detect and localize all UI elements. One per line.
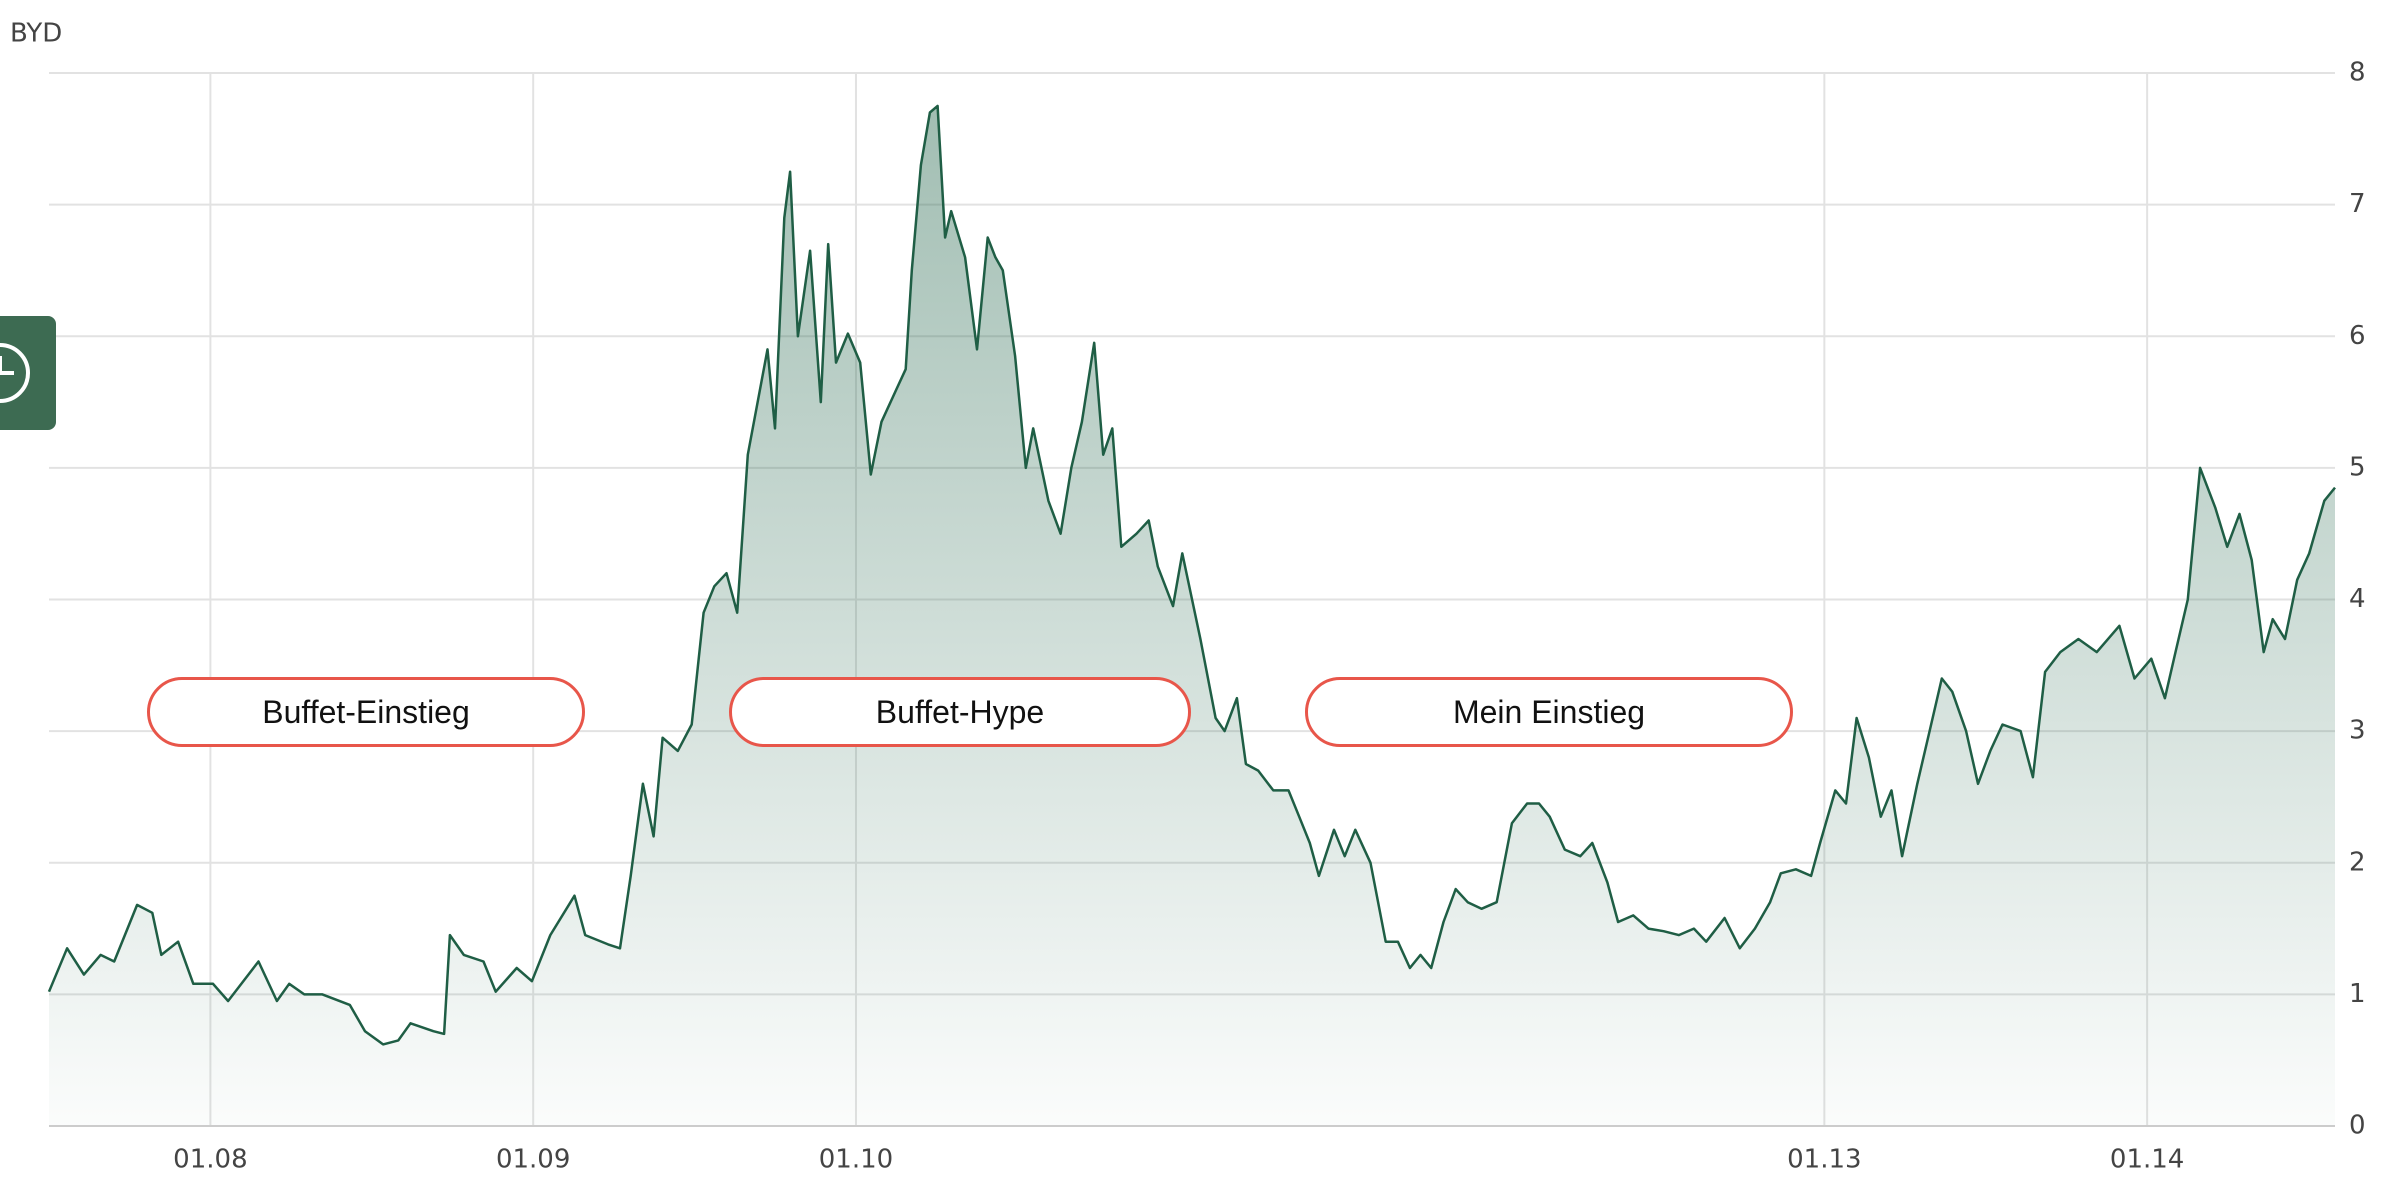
y-tick-label: 7 [2349,189,2366,219]
y-tick-label: 5 [2349,452,2366,482]
x-tick-label: 01.10 [819,1145,893,1175]
annotation: Buffet-Hype [729,677,1191,747]
y-tick-label: 8 [2349,58,2366,88]
history-tab[interactable] [0,316,56,430]
annotation: Mein Einstieg [1305,677,1793,747]
x-tick-label: 01.08 [173,1145,247,1175]
y-tick-label: 6 [2349,321,2366,351]
price-line [47,104,2336,1046]
y-tick-label: 4 [2349,584,2366,614]
y-tick-label: 3 [2349,716,2366,746]
x-tick-label: 01.13 [1787,1145,1861,1175]
area-fill [49,105,2335,1126]
y-tick-label: 0 [2349,1111,2366,1141]
y-tick-label: 2 [2349,847,2366,877]
annotation: Buffet-Einstieg [147,677,585,747]
clock-icon [0,343,30,403]
chart-title: BYD [10,19,62,49]
x-tick-label: 01.14 [2110,1145,2184,1175]
y-tick-label: 1 [2349,979,2366,1009]
x-tick-label: 01.09 [496,1145,570,1175]
